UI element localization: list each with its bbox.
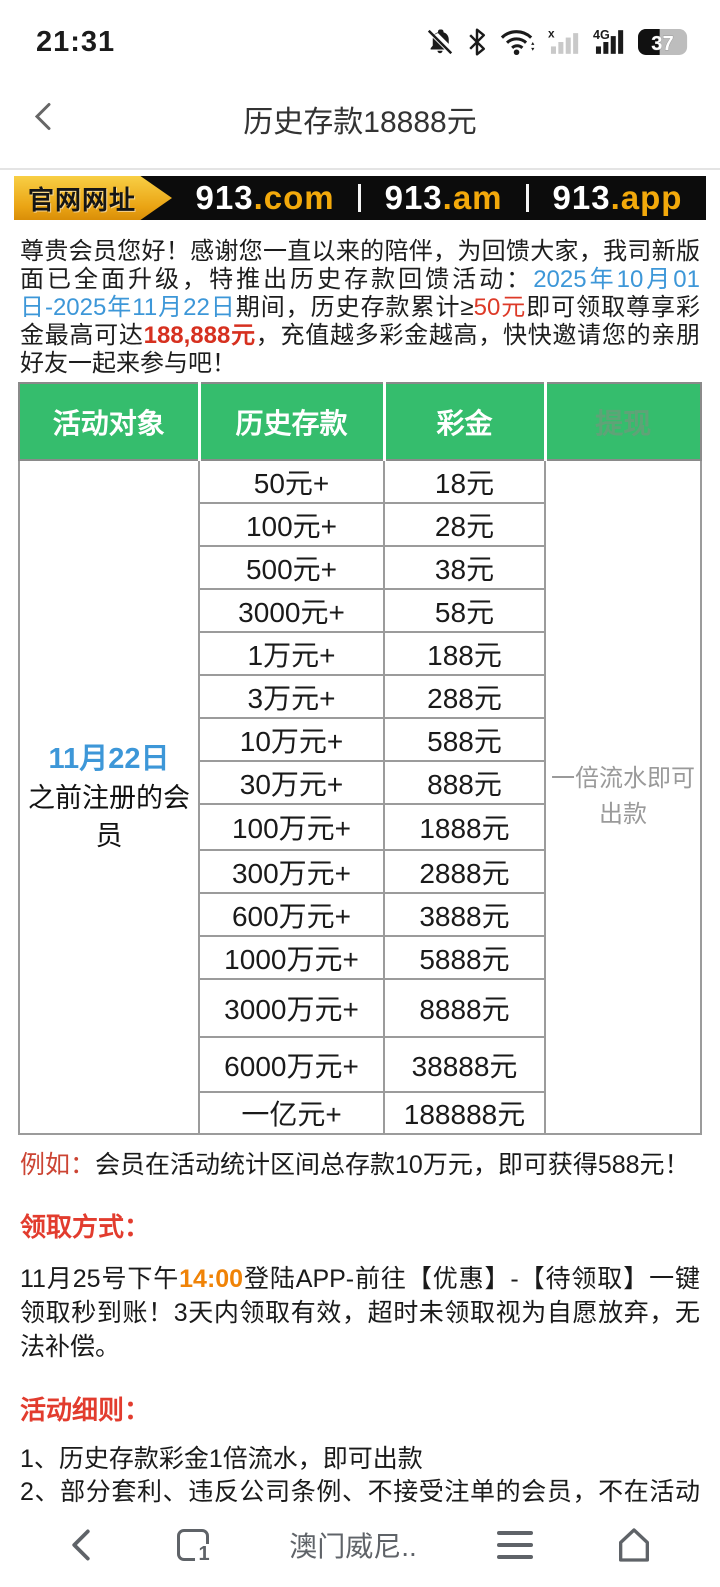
rule-item: 1、历史存款彩金1倍流水，即可出款	[20, 1445, 423, 1473]
browser-back-button[interactable]	[66, 1528, 96, 1562]
banner-divider	[358, 184, 362, 212]
table-row: 3000万元+ 8888元	[19, 978, 701, 1038]
table-row: 一亿元+ 188888元	[19, 1091, 701, 1135]
clock: 21:31	[36, 25, 116, 58]
table-header-row: 活动对象 历史存款 彩金 提现	[19, 383, 701, 461]
domain-link-app[interactable]: 913.app	[552, 179, 683, 216]
svg-text:x: x	[548, 27, 555, 41]
svg-text:37: 37	[651, 33, 674, 55]
banner-divider	[526, 184, 530, 212]
audience-cell: 11月22日 之前注册的会员	[18, 459, 200, 1135]
site-shortcut[interactable]: 澳门威尼..	[289, 1531, 417, 1562]
domain-link-com[interactable]: 913.com	[195, 179, 335, 216]
table-row: 3000元+ 58元	[19, 588, 701, 633]
table-row: 11月22日 之前注册的会员 50元+ 18元 一倍流水即可出款	[18, 459, 702, 1135]
header-audience: 活动对象	[19, 383, 201, 461]
notifications-muted-icon	[425, 27, 455, 57]
table-row: 1000万元+ 5888元	[19, 935, 701, 980]
header-bonus: 彩金	[382, 383, 547, 461]
table-row: 1万元+ 188元	[19, 631, 701, 676]
promo-intro-text: 尊贵会员您好！感谢您一直以来的陪伴，为回馈大家，我司新版面已全面升级，特推出历史…	[20, 238, 701, 377]
banner-label: 官网网址	[14, 176, 172, 220]
signal-4g-icon: 4G	[593, 27, 627, 57]
menu-icon[interactable]	[497, 1531, 534, 1559]
table-row: 600万元+ 3888元	[19, 892, 701, 937]
claim-method-text: 11月25号下午14:00登陆APP-前往【优惠】-【待领取】一键领取秒到账！3…	[20, 1265, 700, 1361]
claim-time: 14:00	[179, 1265, 244, 1293]
signal-no-service-icon: x	[548, 27, 582, 57]
battery-icon: 37	[638, 27, 690, 57]
table-row: 30万元+ 888元	[19, 760, 701, 805]
tab-switcher-button[interactable]: 1	[176, 1529, 210, 1564]
table-row: 300万元+ 2888元	[19, 849, 701, 894]
svg-text:4G: 4G	[593, 28, 610, 42]
table-row: 3万元+ 288元	[19, 674, 701, 719]
page-header: 历史存款18888元	[0, 70, 720, 170]
banner-domains: 913.com 913.am 913.app	[172, 176, 706, 220]
promo-date-range: 2025年10月01日-2025年11月22日	[20, 266, 701, 321]
rules-heading: 活动细则：	[20, 1395, 151, 1425]
bluetooth-icon	[466, 27, 488, 57]
example-label: 例如：	[20, 1151, 96, 1179]
wifi-icon	[499, 27, 537, 57]
table-row: 6000万元+ 38888元	[19, 1036, 701, 1093]
claim-method-heading: 领取方式：	[20, 1212, 151, 1242]
withdraw-cell: 一倍流水即可出款	[544, 459, 702, 1135]
min-deposit-amount: 50元	[473, 294, 527, 321]
tab-counter-icon: 1	[176, 1529, 210, 1564]
browser-bottom-nav: 1 澳门威尼..	[0, 1503, 720, 1587]
table-row: 10万元+ 588元	[19, 717, 701, 762]
back-button[interactable]	[22, 94, 64, 145]
status-icons: x 4G 37	[425, 27, 690, 57]
example-line: 例如：会员在活动统计区间总存款10万元，即可获得588元！	[20, 1151, 690, 1179]
status-bar: 21:31 x 4G 37	[0, 0, 720, 70]
table-row: 100元+ 28元	[19, 502, 701, 547]
audience-date: 11月22日	[48, 743, 170, 775]
table-row: 500元+ 38元	[19, 545, 701, 590]
table-row: 100万元+ 1888元	[19, 803, 701, 851]
header-deposit: 历史存款	[197, 383, 386, 461]
domain-link-am[interactable]: 913.am	[384, 179, 503, 216]
audience-text: 之前注册的会员	[28, 783, 190, 851]
home-button[interactable]	[614, 1525, 654, 1565]
bonus-table: 活动对象 历史存款 彩金 提现 11月22日 之前注册的会员 50元+ 18元 …	[18, 382, 702, 1135]
page-title: 历史存款18888元	[243, 106, 477, 139]
official-domains-banner: 官网网址 913.com 913.am 913.app	[14, 176, 706, 220]
header-withdraw: 提现	[543, 383, 701, 461]
max-bonus-amount: 188,888元	[143, 322, 256, 349]
tab-count: 1	[195, 1544, 210, 1564]
